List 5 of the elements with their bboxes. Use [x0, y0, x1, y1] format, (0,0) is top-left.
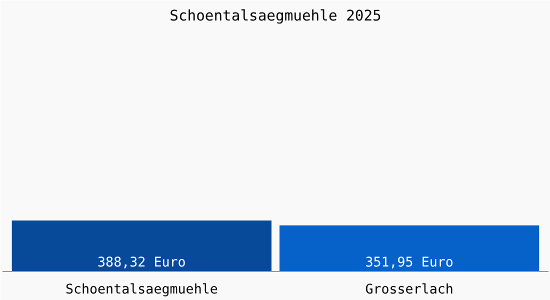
chart-title: Schoentalsaegmuehle 2025	[170, 8, 382, 24]
data-label: 388,32 Euro	[98, 256, 186, 270]
data-label: 351,95 Euro	[365, 256, 454, 270]
x-tick-label: Grosserlach	[365, 282, 454, 298]
x-tick-label: Schoentalsaegmuehle	[65, 282, 218, 298]
